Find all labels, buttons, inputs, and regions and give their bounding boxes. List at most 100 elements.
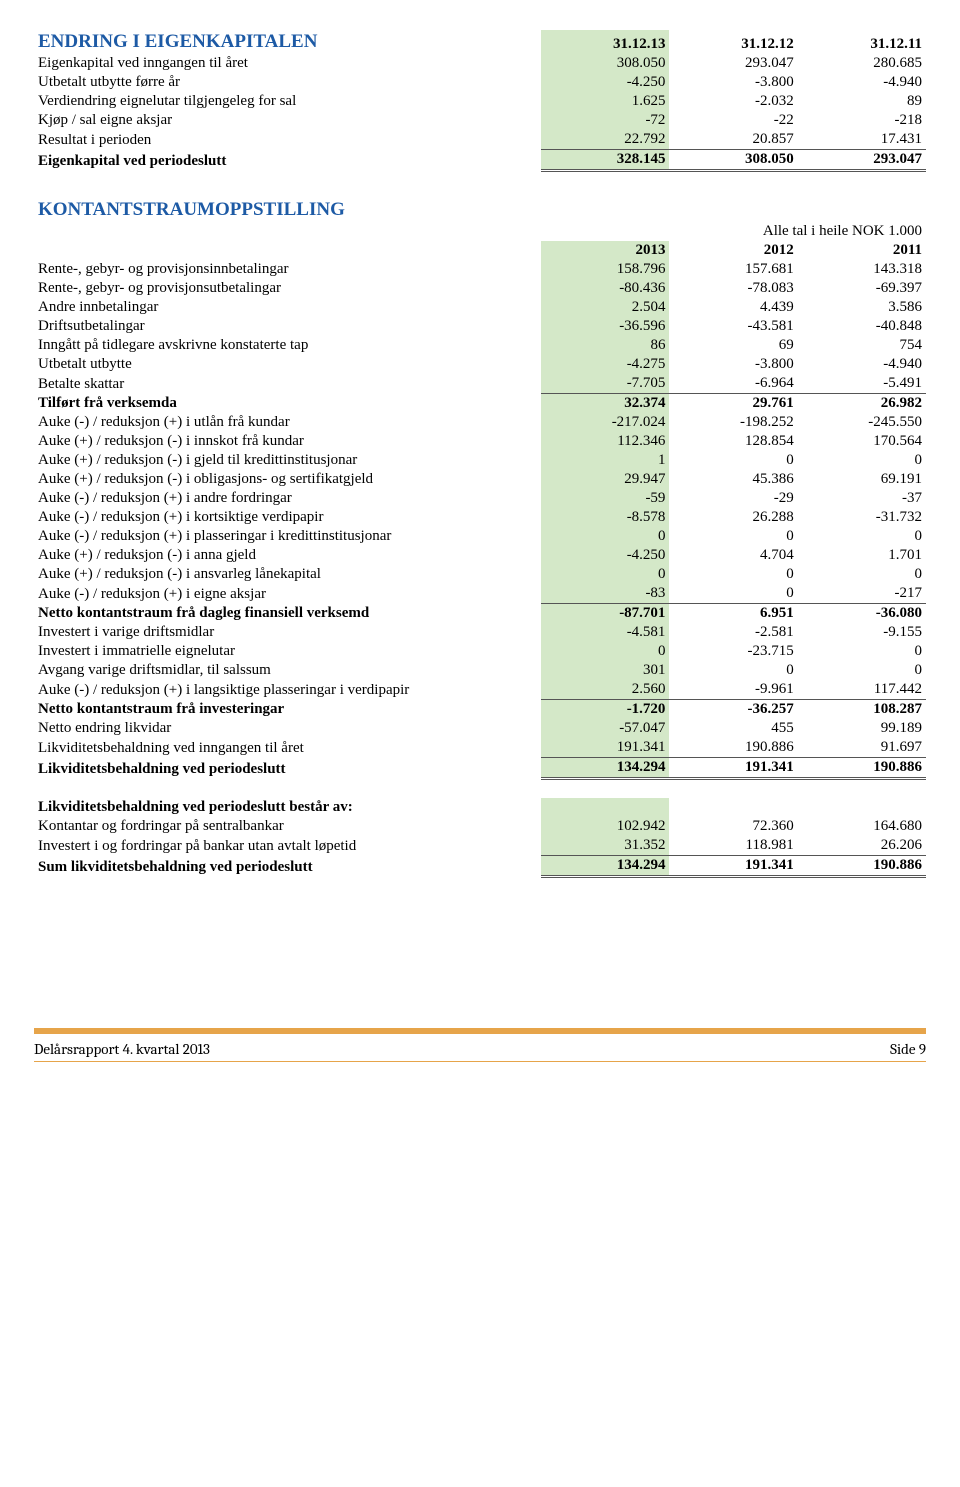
- row-label: Kontantar og fordringar på sentralbankar: [34, 817, 541, 836]
- cell-value: 0: [798, 451, 926, 470]
- cell-value: -9.155: [798, 623, 926, 642]
- cell-value: 45.386: [669, 470, 797, 489]
- table-row: Auke (+) / reduksjon (-) i obligasjons- …: [34, 470, 926, 489]
- cell-value: 190.886: [798, 758, 926, 779]
- cell-value: 69: [669, 336, 797, 355]
- table-row: Investert i immatrielle eignelutar0-23.7…: [34, 642, 926, 661]
- cell-value: 2.504: [541, 298, 669, 317]
- cell-value: 69.191: [798, 470, 926, 489]
- cell-value: -217: [798, 584, 926, 604]
- row-label: Avgang varige driftsmidlar, til salssum: [34, 661, 541, 680]
- cell-value: -7.705: [541, 374, 669, 394]
- table-row: Auke (-) / reduksjon (+) i eigne aksjar-…: [34, 584, 926, 604]
- cell-value: 32.374: [541, 394, 669, 414]
- cell-value: -217.024: [541, 413, 669, 432]
- row-label: Likviditetsbehaldning ved inngangen til …: [34, 738, 541, 758]
- table-row: Rente-, gebyr- og provisjonsinnbetalinga…: [34, 260, 926, 279]
- cell-value: -198.252: [669, 413, 797, 432]
- cell-value: -31.732: [798, 508, 926, 527]
- table-row: Likviditetsbehaldning ved periodeslutt13…: [34, 758, 926, 779]
- cell-value: 3.586: [798, 298, 926, 317]
- row-label: Auke (-) / reduksjon (+) i langsiktige p…: [34, 680, 541, 700]
- cell-value: -4.940: [798, 355, 926, 374]
- cell-value: 157.681: [669, 260, 797, 279]
- cell-value: 0: [669, 451, 797, 470]
- cell-value: 280.685: [798, 54, 926, 73]
- liquidity-breakdown-table: Likviditetsbehaldning ved periodeslutt b…: [34, 798, 926, 878]
- table-row: Auke (-) / reduksjon (+) i plasseringar …: [34, 527, 926, 546]
- cell-value: 108.287: [798, 700, 926, 720]
- cell-value: -4.275: [541, 355, 669, 374]
- cell-value: -78.083: [669, 279, 797, 298]
- cell-value: 91.697: [798, 738, 926, 758]
- cell-value: 0: [798, 642, 926, 661]
- cell-value: 26.288: [669, 508, 797, 527]
- table-row: Likviditetsbehaldning ved inngangen til …: [34, 738, 926, 758]
- cell-value: 0: [669, 584, 797, 604]
- cell-value: 0: [541, 565, 669, 584]
- row-label: Rente-, gebyr- og provisjonsutbetalingar: [34, 279, 541, 298]
- table-row: Sum likviditetsbehaldning ved periodeslu…: [34, 856, 926, 877]
- col-header: 31.12.12: [669, 30, 797, 54]
- cell-value: -218: [798, 111, 926, 130]
- cell-value: 158.796: [541, 260, 669, 279]
- table-row: Auke (+) / reduksjon (-) i gjeld til kre…: [34, 451, 926, 470]
- cell-value: 293.047: [669, 54, 797, 73]
- cell-value: 293.047: [798, 150, 926, 171]
- cell-value: 128.854: [669, 432, 797, 451]
- row-label: Eigenkapital ved periodeslutt: [34, 150, 541, 171]
- cell-value: 117.442: [798, 680, 926, 700]
- cell-value: -69.397: [798, 279, 926, 298]
- cell-value: 170.564: [798, 432, 926, 451]
- cell-value: -3.800: [669, 73, 797, 92]
- table-row: Betalte skattar-7.705-6.964-5.491: [34, 374, 926, 394]
- row-label: Sum likviditetsbehaldning ved periodeslu…: [34, 856, 541, 877]
- cell-value: -2.581: [669, 623, 797, 642]
- table-row: Auke (+) / reduksjon (-) i anna gjeld-4.…: [34, 546, 926, 565]
- cell-value: 29.761: [669, 394, 797, 414]
- row-label: Auke (-) / reduksjon (+) i plasseringar …: [34, 527, 541, 546]
- table-row: Rente-, gebyr- og provisjonsutbetalingar…: [34, 279, 926, 298]
- cell-value: -72: [541, 111, 669, 130]
- cell-value: 118.981: [669, 836, 797, 856]
- cell-value: 0: [798, 661, 926, 680]
- table-row: Inngått på tidlegare avskrivne konstater…: [34, 336, 926, 355]
- cell-value: -80.436: [541, 279, 669, 298]
- col-header: 2012: [669, 241, 797, 260]
- row-label: Netto kontantstraum frå dagleg finansiel…: [34, 604, 541, 624]
- cell-value: 17.431: [798, 130, 926, 150]
- cashflow-table: KONTANTSTRAUMOPPSTILLING Alle tal i heil…: [34, 198, 926, 780]
- row-label: Investert i varige driftsmidlar: [34, 623, 541, 642]
- table-row: Kjøp / sal eigne aksjar-72-22-218: [34, 111, 926, 130]
- cell-value: -29: [669, 489, 797, 508]
- cell-value: 308.050: [669, 150, 797, 171]
- cell-value: 0: [669, 565, 797, 584]
- cell-value: 191.341: [541, 738, 669, 758]
- row-label: Kjøp / sal eigne aksjar: [34, 111, 541, 130]
- section-title-cashflow: KONTANTSTRAUMOPPSTILLING: [34, 198, 541, 222]
- footer-left: Delårsrapport 4. kvartal 2013: [34, 1040, 210, 1058]
- cell-value: 1.701: [798, 546, 926, 565]
- table-row: Netto kontantstraum frå investeringar-1.…: [34, 700, 926, 720]
- table-row: Andre innbetalingar2.5044.4393.586: [34, 298, 926, 317]
- cell-value: 86: [541, 336, 669, 355]
- cell-value: 20.857: [669, 130, 797, 150]
- table-row: Auke (-) / reduksjon (+) i kortsiktige v…: [34, 508, 926, 527]
- cell-value: -83: [541, 584, 669, 604]
- table-row: Tilført frå verksemda32.37429.76126.982: [34, 394, 926, 414]
- cell-value: 29.947: [541, 470, 669, 489]
- cell-value: 0: [669, 527, 797, 546]
- table-row: Auke (-) / reduksjon (+) i utlån frå kun…: [34, 413, 926, 432]
- table-row: Utbetalt utbytte-4.275-3.800-4.940: [34, 355, 926, 374]
- cell-value: -1.720: [541, 700, 669, 720]
- cell-value: 6.951: [669, 604, 797, 624]
- cell-value: 191.341: [669, 758, 797, 779]
- cell-value: -59: [541, 489, 669, 508]
- cell-value: 190.886: [669, 738, 797, 758]
- col-header: 2013: [541, 241, 669, 260]
- cell-value: -57.047: [541, 719, 669, 738]
- cell-value: -36.596: [541, 317, 669, 336]
- cell-value: 164.680: [798, 817, 926, 836]
- cell-value: 26.982: [798, 394, 926, 414]
- cell-value: 754: [798, 336, 926, 355]
